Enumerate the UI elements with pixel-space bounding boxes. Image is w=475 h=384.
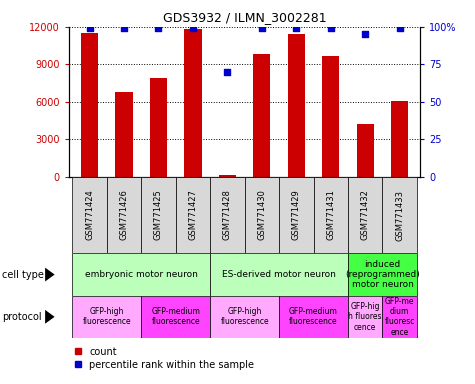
Text: embryonic motor neuron: embryonic motor neuron — [85, 270, 198, 279]
Bar — [219, 175, 236, 177]
Bar — [245, 177, 279, 253]
Point — [155, 25, 162, 31]
Text: GFP-medium
fluorescence: GFP-medium fluorescence — [289, 307, 338, 326]
Polygon shape — [45, 310, 55, 324]
Bar — [279, 296, 348, 338]
Text: GSM771425: GSM771425 — [154, 190, 163, 240]
Text: GSM771432: GSM771432 — [361, 190, 370, 240]
Bar — [391, 101, 408, 177]
Bar — [348, 253, 417, 296]
Bar — [357, 124, 374, 177]
Text: GSM771433: GSM771433 — [395, 190, 404, 240]
Bar — [314, 177, 348, 253]
Text: GFP-high
fluorescence: GFP-high fluorescence — [83, 307, 131, 326]
Bar — [72, 177, 107, 253]
Bar — [348, 177, 382, 253]
Bar — [107, 177, 141, 253]
Point — [293, 25, 300, 31]
Text: GSM771431: GSM771431 — [326, 190, 335, 240]
Point — [258, 25, 266, 31]
Bar — [141, 296, 210, 338]
Text: GSM771426: GSM771426 — [120, 190, 129, 240]
Point — [361, 31, 369, 38]
Bar — [348, 296, 382, 338]
Text: protocol: protocol — [2, 312, 42, 322]
Text: induced
(reprogrammed)
motor neuron: induced (reprogrammed) motor neuron — [345, 260, 420, 290]
Point — [120, 25, 128, 31]
Text: GFP-high
fluorescence: GFP-high fluorescence — [220, 307, 269, 326]
Bar — [253, 55, 270, 177]
Bar — [184, 30, 201, 177]
Bar — [322, 56, 340, 177]
Bar — [288, 35, 305, 177]
Text: GFP-me
dium
fluoresc
ence: GFP-me dium fluoresc ence — [384, 297, 415, 337]
Text: GSM771430: GSM771430 — [257, 190, 266, 240]
Bar — [72, 296, 141, 338]
Text: GSM771429: GSM771429 — [292, 190, 301, 240]
Bar — [81, 33, 98, 177]
Point — [86, 25, 94, 31]
Text: GFP-hig
h fluores
cence: GFP-hig h fluores cence — [349, 302, 382, 332]
Point — [396, 25, 403, 31]
Point — [224, 69, 231, 75]
Text: GSM771427: GSM771427 — [189, 190, 198, 240]
Text: GFP-medium
fluorescence: GFP-medium fluorescence — [151, 307, 200, 326]
Text: GSM771424: GSM771424 — [85, 190, 94, 240]
Bar — [150, 78, 167, 177]
Bar — [115, 92, 133, 177]
Text: ES-derived motor neuron: ES-derived motor neuron — [222, 270, 336, 279]
Bar — [279, 177, 314, 253]
Bar — [210, 253, 348, 296]
Bar — [382, 177, 417, 253]
Legend: count, percentile rank within the sample: count, percentile rank within the sample — [74, 347, 254, 369]
Bar — [210, 296, 279, 338]
Bar — [210, 177, 245, 253]
Text: cell type: cell type — [2, 270, 44, 280]
Bar — [141, 177, 176, 253]
Polygon shape — [45, 268, 55, 281]
Title: GDS3932 / ILMN_3002281: GDS3932 / ILMN_3002281 — [163, 11, 326, 24]
Bar — [72, 253, 210, 296]
Text: GSM771428: GSM771428 — [223, 190, 232, 240]
Point — [327, 25, 334, 31]
Bar — [176, 177, 210, 253]
Bar — [382, 296, 417, 338]
Point — [189, 25, 197, 31]
